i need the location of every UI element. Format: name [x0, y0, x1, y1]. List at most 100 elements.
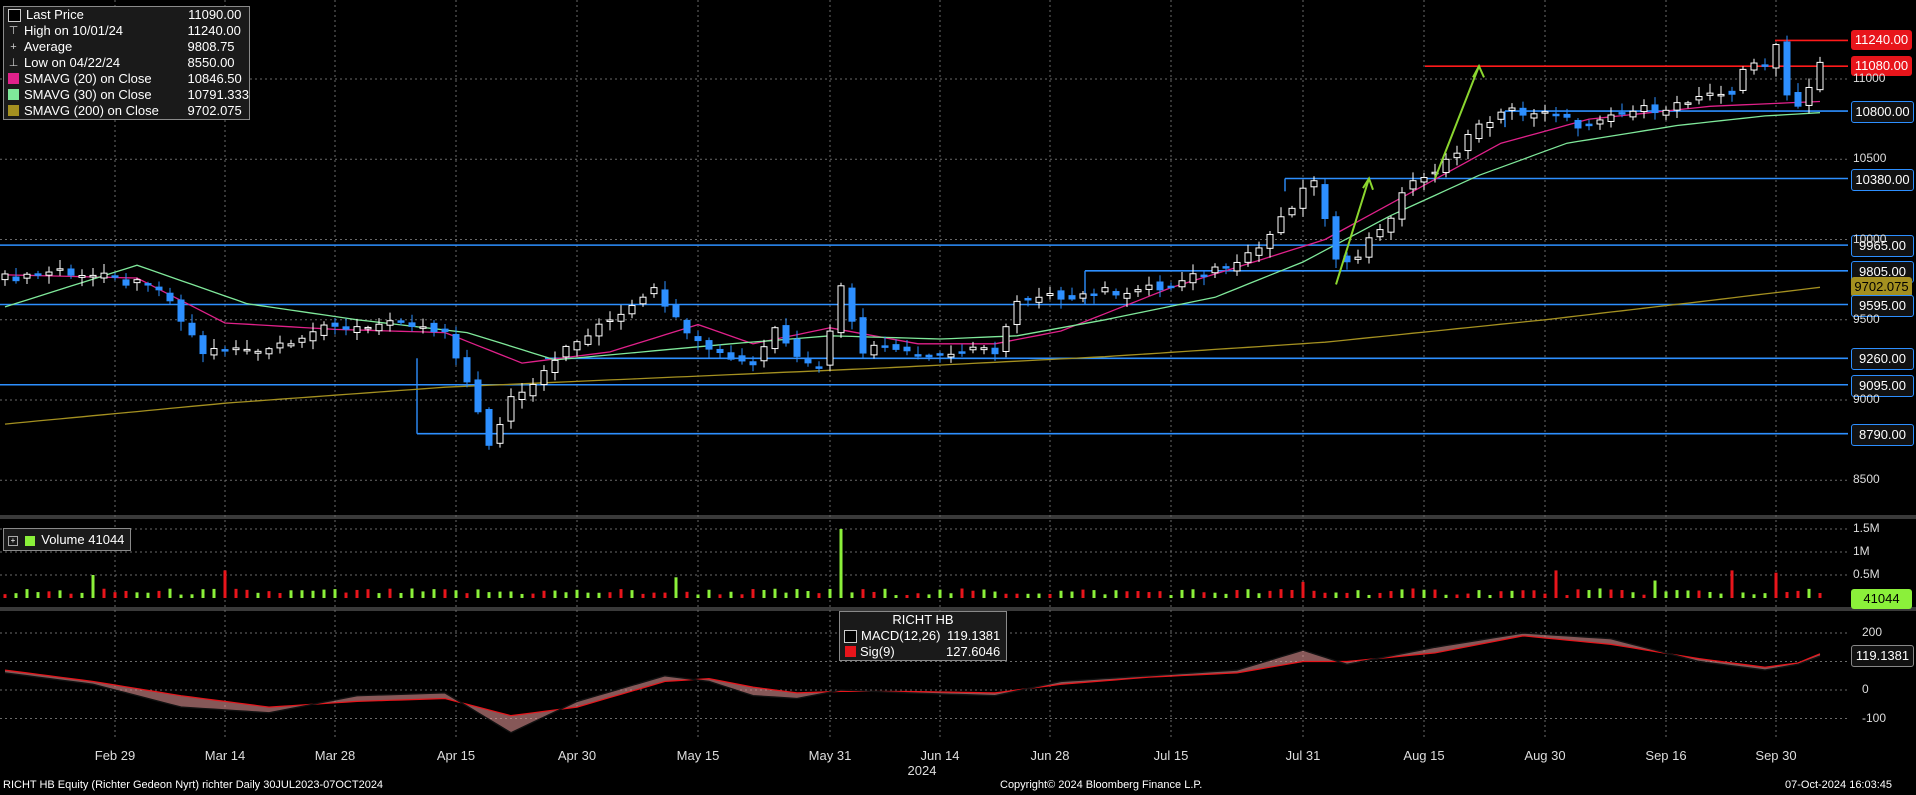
candle [991, 347, 999, 355]
candle [1717, 93, 1725, 97]
volume-tick-label: 1.5M [1853, 521, 1880, 535]
candle [342, 326, 350, 330]
volume-bar [1675, 590, 1679, 598]
volume-bar [553, 590, 557, 598]
legend-sma20: SMAVG (20) on Close 10846.50 [4, 71, 249, 87]
volume-bar [1708, 591, 1712, 598]
volume-bar [773, 588, 777, 598]
price-level-label: 9095.00 [1851, 374, 1914, 397]
volume-bar [1598, 588, 1602, 598]
volume-bar [861, 589, 865, 598]
panel-divider [0, 607, 1916, 611]
legend-sma200: SMAVG (200) on Close 9702.075 [4, 103, 249, 119]
candle [1189, 273, 1197, 284]
candle [1530, 113, 1538, 119]
candle [1805, 86, 1813, 106]
candle [826, 330, 834, 366]
volume-bar [1422, 589, 1426, 598]
candle [606, 319, 614, 322]
volume-bar [1092, 590, 1096, 598]
candle [232, 347, 240, 351]
candle [1585, 123, 1593, 127]
volume-bar [949, 593, 953, 598]
candle [1673, 102, 1681, 111]
volume-bar [1455, 594, 1459, 598]
candle [727, 352, 735, 360]
candle [89, 274, 97, 278]
candle [441, 328, 449, 333]
candle [1167, 285, 1175, 289]
volume-bar [1158, 591, 1162, 598]
candle [1640, 105, 1648, 113]
chart-legend: Last Price 11090.00 ⊤ High on 10/01/24 1124… [3, 6, 250, 120]
candle [1794, 92, 1802, 107]
expand-icon[interactable]: + [8, 535, 18, 546]
legend-low: ⊥ Low on 04/22/24 8550.00 [8, 55, 235, 70]
candle [1475, 123, 1483, 140]
candle [1409, 180, 1417, 190]
volume-bar [784, 592, 788, 598]
high-marker-icon: ⊤ [8, 25, 19, 37]
candle [1508, 107, 1516, 111]
volume-bar [652, 592, 656, 598]
candle [265, 348, 273, 355]
volume-bar [1719, 593, 1723, 598]
price-level-label: 10380.00 [1851, 168, 1914, 191]
candle [133, 279, 141, 284]
candle [1013, 300, 1021, 326]
candle [1156, 281, 1164, 291]
price-level-label: 9595.00 [1851, 294, 1914, 317]
candle [1519, 107, 1527, 116]
candle [1266, 233, 1274, 249]
candle [1442, 158, 1450, 174]
volume-bar [1081, 589, 1085, 598]
volume-bar [927, 594, 931, 598]
volume-bar [256, 592, 260, 598]
candle [1761, 64, 1769, 67]
volume-bar [1114, 590, 1118, 598]
volume-bar [1664, 591, 1668, 598]
volume-bar [1037, 593, 1041, 598]
volume-bar [1554, 570, 1558, 598]
candle [1739, 68, 1747, 91]
sma30-line [4, 112, 1821, 361]
candle [1783, 41, 1791, 96]
candle [1420, 177, 1428, 183]
macd-legend: RICHT HB MACD(12,26) 119.1381 Sig(9) 127.6… [839, 611, 1007, 661]
candle [155, 286, 163, 291]
volume-legend: + Volume 41044 [3, 528, 132, 551]
volume-bar [828, 588, 832, 598]
volume-bar [1752, 594, 1756, 598]
sma200-line [4, 286, 1821, 425]
candle [760, 346, 768, 362]
volume-bar [1224, 593, 1228, 598]
volume-bar [47, 591, 51, 598]
candle [1244, 252, 1252, 263]
legend-average: + Average 9808.75 [4, 39, 249, 55]
candle [617, 313, 625, 322]
volume-bar [674, 577, 678, 598]
candle [870, 344, 878, 356]
candle [771, 327, 779, 350]
macd-tick-label: -100 [1862, 710, 1887, 725]
candle [1222, 266, 1230, 269]
volume-bar [696, 594, 700, 598]
volume-bar [278, 593, 282, 598]
legend-sma30: SMAVG (30) on Close 10791.333 [4, 87, 249, 103]
macd-line [4, 632, 1821, 734]
candle [1816, 61, 1824, 91]
candle [1024, 297, 1032, 301]
candle [100, 272, 108, 279]
volume-bar [1026, 593, 1030, 598]
candle [221, 349, 229, 352]
volume-bar [168, 588, 172, 598]
candle [716, 348, 724, 354]
volume-bar [1191, 589, 1195, 598]
volume-bar [718, 594, 722, 598]
candle [1750, 62, 1758, 71]
date-tick-label: Jul 15 [1153, 748, 1189, 763]
candle [78, 274, 86, 278]
volume-bar [1312, 590, 1316, 598]
candle [551, 359, 559, 374]
volume-bar [190, 594, 194, 598]
